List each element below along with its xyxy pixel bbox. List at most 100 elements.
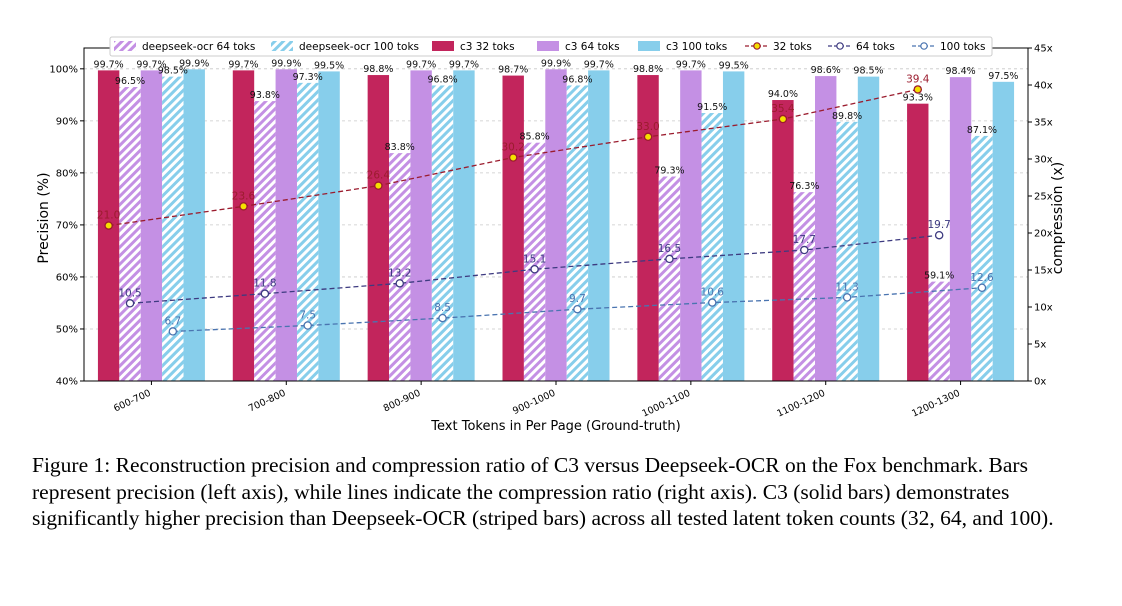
line-value-label: 13.2 (388, 267, 411, 279)
bar-value-label: 99.7% (94, 59, 124, 70)
bar-deepseek-ocr-64-toks (254, 101, 275, 381)
bar-deepseek-ocr-100-toks (702, 113, 723, 381)
point-100-toks (304, 322, 311, 329)
y-tick-label: 100% (49, 64, 78, 75)
bar-c3-64-toks (680, 70, 701, 381)
line-value-label: 21.0 (97, 210, 120, 222)
y2-tick-label: 45x (1034, 44, 1053, 55)
legend-swatch-c3-32-toks (432, 41, 454, 51)
bar-deepseek-ocr-100-toks (297, 83, 318, 381)
legend-label-c3-100-toks: c3 100 toks (666, 41, 727, 53)
y-tick-label: 40% (56, 377, 78, 388)
line-value-label: 17.7 (793, 234, 816, 246)
bar-value-label: 98.7% (498, 65, 528, 76)
point-100-toks (574, 306, 581, 313)
legend-marker-32-toks (754, 43, 760, 49)
y2-tick-label: 35x (1034, 118, 1053, 129)
bar-value-label: 96.8% (562, 74, 592, 85)
bar-deepseek-ocr-100-toks (971, 136, 992, 381)
bar-value-label: 76.3% (789, 181, 819, 192)
line-value-label: 39.4 (906, 73, 930, 85)
x-tick-label: 1000-1100 (641, 388, 693, 420)
y2-axis-label: compression (x) (1050, 162, 1066, 274)
line-value-label: 30.2 (502, 142, 525, 154)
point-100-toks (169, 328, 176, 335)
bar-c3-32-toks (772, 100, 793, 381)
point-64-toks (666, 255, 673, 262)
figure-caption: Figure 1: Reconstruction precision and c… (32, 452, 1094, 532)
line-value-label: 10.6 (701, 287, 725, 299)
point-64-toks (261, 290, 268, 297)
line-value-label: 9.7 (569, 293, 586, 305)
line-value-label: 35.4 (771, 103, 795, 115)
bar-c3-100-toks (588, 70, 609, 381)
bar-deepseek-ocr-100-toks (432, 85, 453, 381)
bar-value-label: 97.3% (293, 72, 323, 83)
legend-label-32-toks: 32 toks (773, 41, 812, 53)
point-64-toks (801, 246, 808, 253)
bar-value-label: 98.6% (811, 65, 841, 76)
line-value-label: 16.5 (658, 243, 681, 255)
bar-value-label: 99.7% (676, 59, 706, 70)
bar-c3-32-toks (907, 104, 928, 381)
bar-value-label: 99.7% (584, 59, 614, 70)
precision-compression-chart: 99.7% 99.7% 98.8% 98.7% 98.8% 94.0% 93.3% 96.5%… (0, 0, 1122, 440)
line-value-label: 26.4 (367, 170, 391, 182)
bar-value-label: 99.7% (406, 59, 436, 70)
y2-tick-label: 0x (1034, 377, 1046, 388)
bar-c3-100-toks (453, 70, 474, 381)
bar-deepseek-ocr-64-toks (928, 282, 949, 381)
bar-value-label: 98.8% (633, 64, 663, 75)
x-tick-label: 600-700 (112, 388, 153, 415)
bar-value-label: 93.8% (250, 90, 280, 101)
bar-value-label: 89.8% (832, 111, 862, 122)
bar-series (98, 69, 1014, 381)
line-value-label: 33.0 (636, 121, 659, 133)
y-tick-label: 60% (56, 272, 78, 283)
bar-value-label: 98.4% (945, 66, 975, 77)
x-tick-label: 1100-1200 (775, 388, 827, 420)
y-axis-label: Precision (%) (36, 172, 52, 263)
line-value-label: 7.5 (299, 310, 316, 322)
point-32-toks (644, 133, 651, 140)
bar-value-label: 98.8% (363, 64, 393, 75)
y2-tick-label: 40x (1034, 81, 1053, 92)
bar-c3-100-toks (858, 77, 879, 381)
bar-deepseek-ocr-64-toks (794, 192, 815, 381)
bar-value-label: 98.5% (853, 66, 883, 77)
y-tick-label: 90% (56, 116, 78, 127)
legend-swatch-c3-100-toks (638, 41, 660, 51)
bar-c3-100-toks (723, 71, 744, 381)
bar-c3-100-toks (184, 69, 205, 381)
bar-value-label: 99.5% (719, 60, 749, 71)
legend-label-64-toks: 64 toks (856, 41, 895, 53)
bar-c3-32-toks (503, 76, 524, 381)
bar-value-label: 96.8% (427, 74, 457, 85)
legend-swatch-deepseek-ocr-100-toks (271, 41, 293, 51)
legend-label-100-toks: 100 toks (940, 41, 985, 53)
point-64-toks (531, 266, 538, 273)
legend-swatch-deepseek-ocr-64-toks (114, 41, 136, 51)
bar-value-label: 87.1% (967, 125, 997, 136)
bar-value-label: 79.3% (654, 166, 684, 177)
legend-marker-100-toks (921, 43, 927, 49)
line-value-label: 10.5 (118, 287, 141, 299)
legend-label-deepseek-ocr-100-toks: deepseek-ocr 100 toks (299, 41, 419, 53)
y-tick-label: 70% (56, 220, 78, 231)
point-64-toks (126, 300, 133, 307)
bar-c3-32-toks (368, 75, 389, 381)
legend-marker-64-toks (837, 43, 843, 49)
line-value-label: 11.3 (835, 281, 858, 293)
point-100-toks (978, 284, 985, 291)
y-tick-label: 80% (56, 168, 78, 179)
y-tick-label: 50% (56, 324, 78, 335)
line-value-label: 19.7 (927, 219, 950, 231)
bar-deepseek-ocr-100-toks (836, 122, 857, 381)
line-value-label: 8.5 (434, 302, 451, 314)
x-tick-label: 900-1000 (511, 388, 557, 417)
bar-c3-64-toks (276, 69, 297, 381)
bar-value-label: 96.5% (115, 76, 145, 87)
y2-tick-label: 5x (1034, 340, 1046, 351)
bar-value-label: 99.7% (228, 59, 258, 70)
legend-label-c3-32-toks: c3 32 toks (460, 41, 515, 53)
